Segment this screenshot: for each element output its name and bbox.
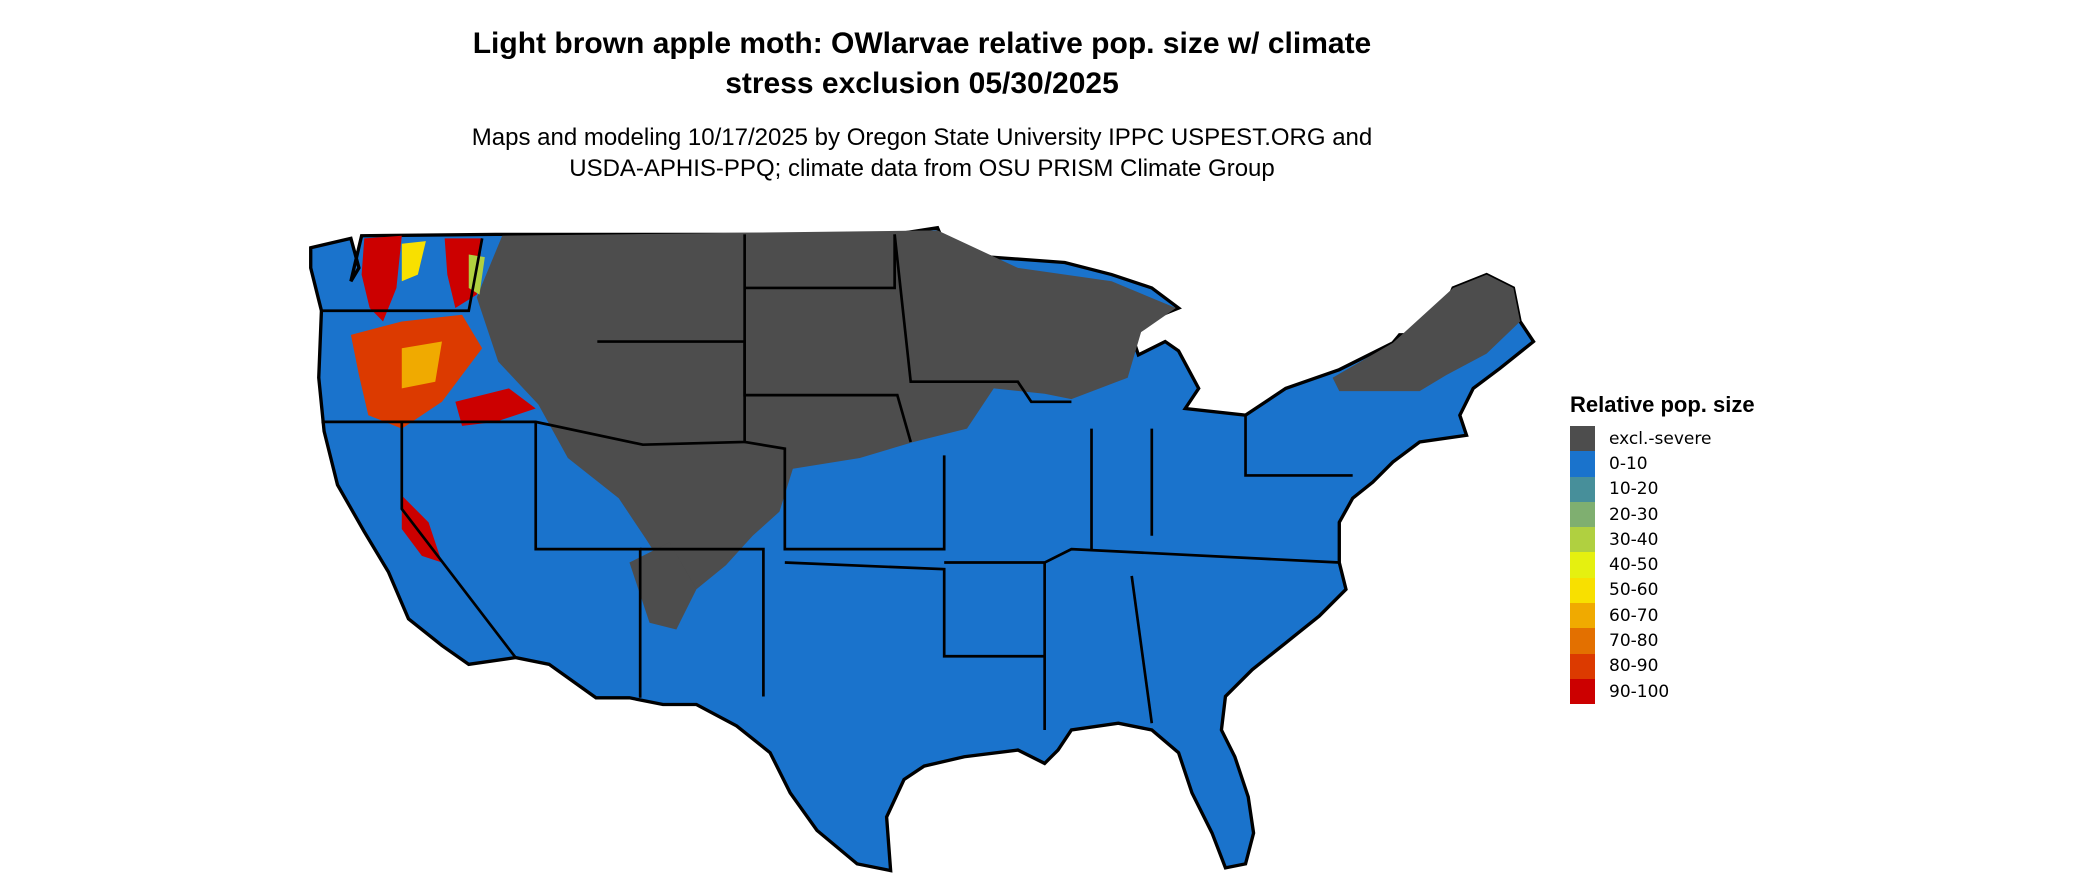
legend-items: excl.-severe 0-10 10-20 20-30 30-40 40-50 50-6… [1570,426,1755,705]
excluded-region-north-central [476,230,1176,590]
legend-item: 10-20 [1570,476,1755,502]
legend-item: 0-10 [1570,451,1755,477]
legend-swatch [1570,678,1595,705]
legend: Relative pop. size excl.-severe 0-10 10-20… [1570,392,1755,705]
legend-label: 40-50 [1609,555,1659,576]
legend-item: 40-50 [1570,552,1755,578]
title-line-2: stress exclusion 05/30/2025 [725,67,1119,100]
excluded-region-northeast [1332,274,1521,392]
legend-item: 20-30 [1570,501,1755,528]
legend-swatch [1570,426,1595,452]
legend-swatch [1570,451,1595,477]
legend-item: 70-80 [1570,628,1755,654]
legend-label: 50-60 [1609,580,1659,601]
legend-item: 60-70 [1570,603,1755,629]
title-line-1: Light brown apple moth: OWlarvae relativ… [472,27,1372,60]
excluded-region-southwest [629,542,697,630]
map-subtitle: Maps and modeling 10/17/2025 by Oregon S… [0,122,1844,184]
legend-label: 80-90 [1609,656,1659,677]
legend-swatch [1570,476,1595,502]
legend-label: 60-70 [1609,605,1659,626]
legend-item: 50-60 [1570,577,1755,604]
subtitle-line-2: USDA-APHIS-PPQ; climate data from OSU PR… [569,155,1275,182]
legend-label: 30-40 [1609,529,1659,550]
legend-swatch [1570,653,1595,679]
legend-item: 90-100 [1570,678,1755,705]
legend-swatch [1570,501,1595,528]
legend-swatch [1570,628,1595,654]
legend-title: Relative pop. size [1570,392,1755,417]
state-boundaries [321,234,1353,730]
legend-swatch [1570,552,1595,578]
legend-label: 0-10 [1609,453,1648,474]
legend-item: 30-40 [1570,527,1755,553]
subtitle-line-1: Maps and modeling 10/17/2025 by Oregon S… [471,124,1373,151]
legend-label: 70-80 [1609,631,1659,652]
legend-swatch [1570,577,1595,604]
legend-label: 20-30 [1609,504,1659,525]
legend-swatch [1570,527,1595,553]
map-title: Light brown apple moth: OWlarvae relativ… [0,24,1844,104]
legend-label: 90-100 [1609,681,1670,702]
legend-label: excl.-severe [1609,428,1712,449]
legend-swatch [1570,603,1595,629]
legend-item: excl.-severe [1570,426,1755,452]
legend-label: 10-20 [1609,479,1659,500]
legend-item: 80-90 [1570,653,1755,679]
